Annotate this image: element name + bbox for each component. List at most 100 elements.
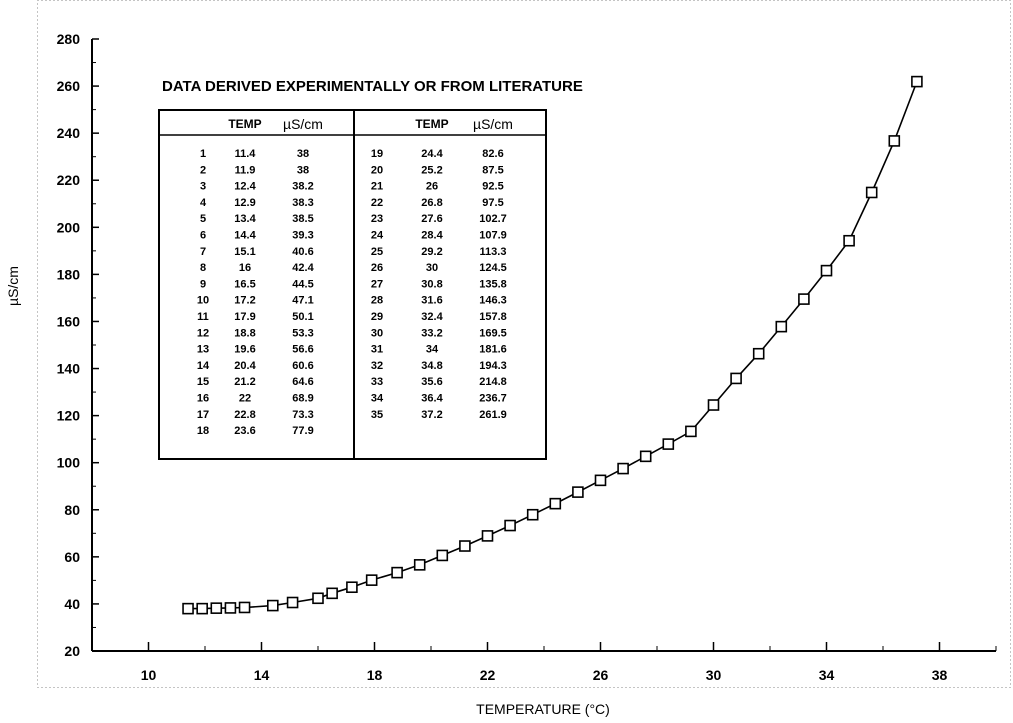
table-rows: 1 11.4 38 2 11.9 38 3 12.4 38.2 4 12.9 38.3 5 13.4 38.…: [197, 148, 507, 437]
y-tick-label: 220: [57, 172, 81, 188]
table-cell: 17.9: [234, 311, 255, 323]
table-cell: 35.6: [421, 376, 442, 388]
y-tick-label: 200: [57, 219, 81, 235]
table-cell: 27: [371, 278, 383, 290]
table-cell: 19.6: [234, 344, 255, 356]
table-cell: 236.7: [479, 393, 507, 405]
table-cell: 30.8: [421, 278, 442, 290]
data-point: [365, 574, 378, 586]
table-cell: 35: [371, 409, 383, 421]
table-cell: 34: [426, 344, 439, 356]
data-point: [911, 75, 923, 88]
table-cell: 7: [200, 246, 206, 258]
data-point: [685, 425, 697, 438]
data-table: TEMP µS/cm TEMP µS/cm 1 11.4 38 2 11.9 38 3 12.…: [158, 109, 547, 460]
table-cell: 261.9: [479, 409, 507, 421]
table-cell: 15: [197, 376, 209, 388]
table-cell: 30: [371, 327, 383, 339]
table-cell: 13: [197, 344, 209, 356]
data-point: [286, 596, 299, 609]
table-cell: 20.4: [234, 360, 256, 372]
table-cell: 87.5: [482, 164, 503, 176]
series-markers: [182, 75, 923, 615]
table-cell: 11.4: [235, 148, 257, 160]
table-cell: 135.8: [479, 278, 507, 290]
table-cell: 124.5: [479, 262, 507, 274]
data-point: [224, 602, 237, 614]
data-point: [391, 566, 403, 579]
table-cell: 157.8: [479, 311, 507, 323]
table-cell: 6: [200, 230, 206, 242]
table-cell: 38: [297, 148, 309, 160]
table-cell: 16.5: [234, 278, 255, 290]
table-cell: 27.6: [421, 213, 442, 225]
table-cell: 50.1: [292, 311, 313, 323]
table-cell: 33: [371, 376, 383, 388]
table-cell: 30: [426, 262, 438, 274]
table-cell: 19: [371, 148, 383, 160]
table-cell: 169.5: [479, 327, 507, 339]
table-cell: 53.3: [292, 327, 313, 339]
table-cell: 38.3: [292, 197, 313, 209]
table-cell: 10: [197, 295, 209, 307]
table-cell: 73.3: [292, 409, 313, 421]
table-cell: 97.5: [482, 197, 503, 209]
data-point: [752, 347, 765, 360]
y-tick-label: 80: [64, 502, 80, 518]
table-header-unit-right: µS/cm: [473, 116, 513, 132]
table-cell: 21.2: [234, 376, 255, 388]
y-tick-label: 100: [57, 455, 81, 471]
x-tick-label: 30: [706, 667, 722, 683]
y-tick-label: 120: [57, 408, 81, 424]
table-cell: 56.6: [292, 344, 313, 356]
data-point: [820, 264, 833, 277]
table-cell: 11: [197, 311, 209, 323]
table-cell: 181.6: [479, 344, 507, 356]
annotation-title: DATA DERIVED EXPERIMENTALLY OR FROM LITE…: [162, 78, 583, 95]
data-point: [326, 587, 338, 600]
data-point: [238, 601, 251, 614]
x-tick-label: 34: [819, 667, 835, 683]
table-cell: 16: [197, 393, 209, 405]
table-cell: 38: [297, 164, 309, 176]
table-cell: 14: [197, 360, 210, 372]
table-cell: 8: [200, 262, 206, 274]
table-cell: 194.3: [479, 360, 507, 372]
table-header-unit-left: µS/cm: [283, 116, 323, 132]
table-cell: 28.4: [421, 230, 443, 242]
data-point: [549, 497, 562, 510]
table-cell: 1: [200, 148, 206, 160]
data-point: [572, 486, 584, 498]
y-tick-label: 180: [57, 266, 81, 282]
table-cell: 31: [371, 344, 383, 356]
table-cell: 17: [197, 409, 209, 421]
table-cell: 29.2: [421, 246, 442, 258]
table-cell: 44.5: [292, 278, 313, 290]
data-point: [196, 602, 208, 615]
data-point: [594, 474, 607, 487]
table-cell: 34.8: [421, 360, 442, 372]
table-cell: 22.8: [234, 409, 255, 421]
table-cell: 68.9: [292, 393, 313, 405]
table-cell: 25: [371, 246, 383, 258]
data-point: [459, 540, 471, 552]
table-cell: 38.5: [292, 213, 313, 225]
data-point: [662, 438, 675, 450]
table-header-temp-right: TEMP: [415, 117, 448, 131]
table-cell: 20: [371, 164, 383, 176]
table-cell: 21: [371, 181, 383, 193]
table-cell: 39.3: [292, 230, 313, 242]
x-tick-label: 18: [367, 667, 383, 683]
table-cell: 15.1: [234, 246, 255, 258]
outer-frame: [37, 0, 1011, 688]
y-tick-label: 280: [57, 31, 81, 47]
table-cell: 37.2: [421, 409, 442, 421]
table-cell: 107.9: [479, 230, 507, 242]
table-cell: 24.4: [421, 148, 443, 160]
table-cell: 36.4: [421, 393, 443, 405]
x-tick-label: 10: [141, 667, 157, 683]
table-frame: [158, 109, 547, 460]
y-tick-label: 140: [57, 361, 81, 377]
table-cell: 64.6: [292, 376, 313, 388]
data-point: [617, 462, 629, 475]
